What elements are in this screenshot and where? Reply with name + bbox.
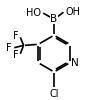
Text: F: F [6, 43, 12, 53]
Text: Cl: Cl [49, 89, 59, 99]
Text: HO: HO [26, 8, 41, 18]
Text: N: N [71, 58, 79, 68]
Text: OH: OH [66, 7, 81, 17]
Text: F: F [13, 50, 19, 60]
Text: F: F [13, 31, 19, 41]
Text: B: B [50, 14, 58, 24]
